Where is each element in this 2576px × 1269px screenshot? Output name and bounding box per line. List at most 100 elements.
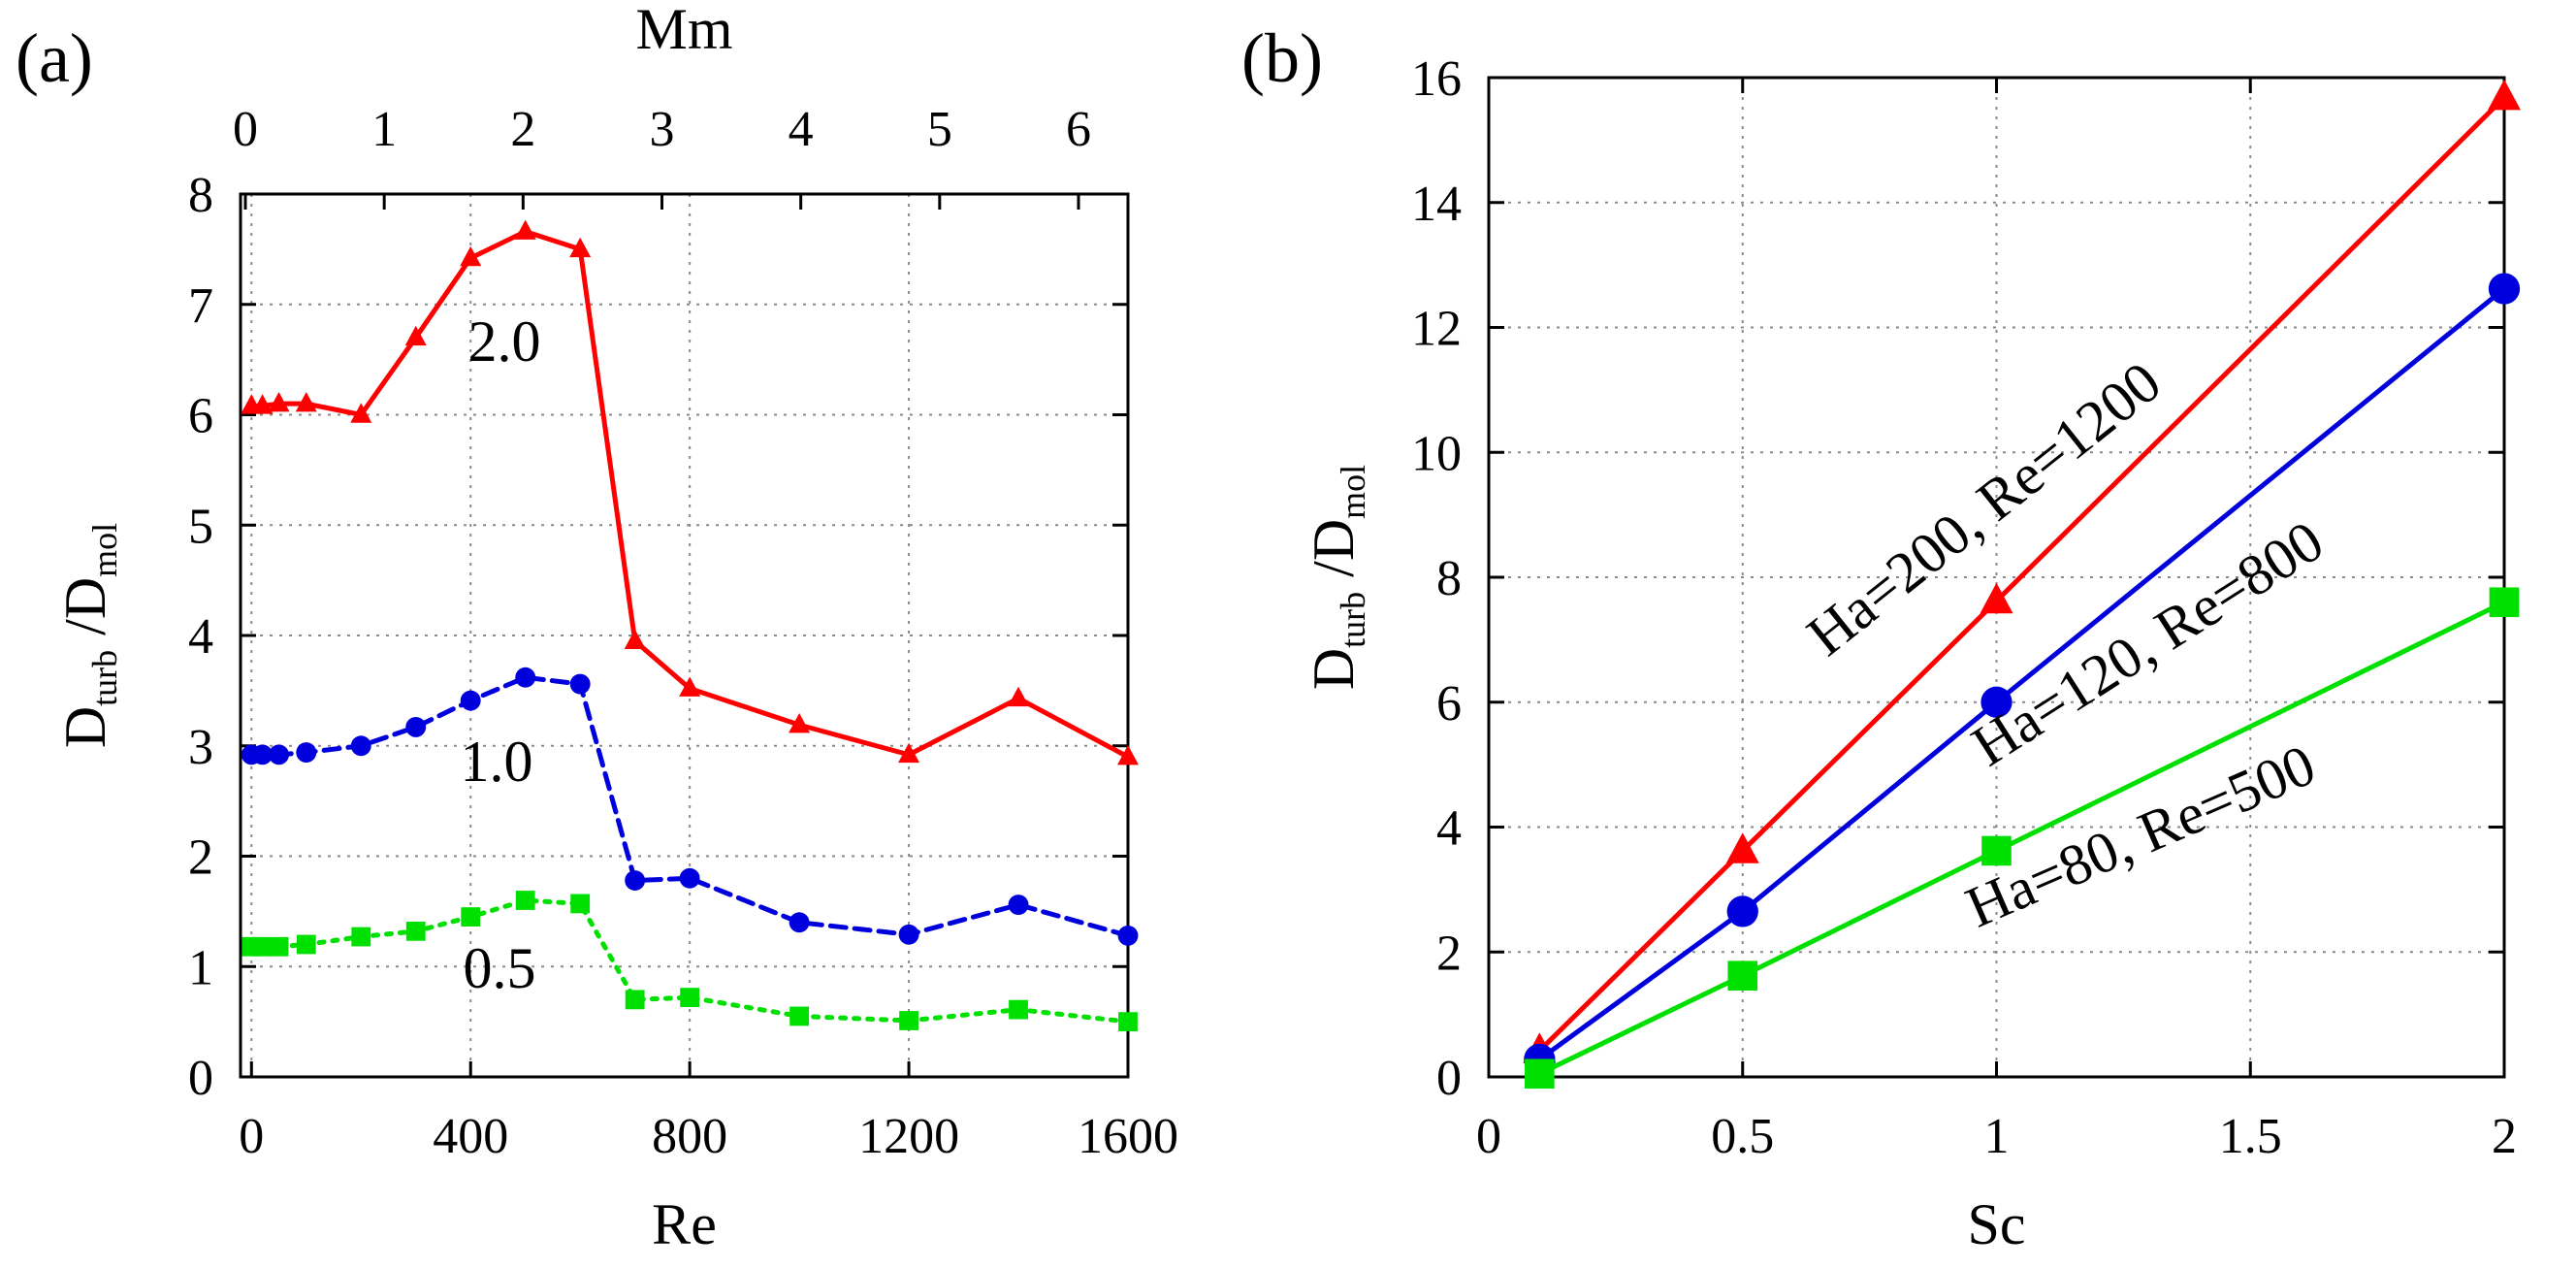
top-tick-label: 2	[510, 102, 535, 157]
top-tick-label: 3	[650, 102, 675, 157]
y-tick-label: 2	[1436, 926, 1462, 981]
data-point-circle	[569, 673, 591, 695]
top-tick-label: 5	[927, 102, 952, 157]
data-point-square	[351, 927, 371, 947]
series-annotation: 2.0	[468, 309, 541, 374]
y-axis-label: Dturb /Dmol	[1302, 465, 1372, 690]
series-annotation: Ha=200, Re=1200	[1795, 349, 2173, 667]
data-point-circle	[515, 667, 536, 688]
data-point-triangle	[460, 245, 482, 267]
data-point-triangle	[514, 219, 536, 240]
y-tick-label: 10	[1411, 426, 1462, 481]
panel-label: (b)	[1241, 19, 1323, 97]
series-green: Ha=80, Re=500	[1525, 587, 2520, 1090]
x-tick-label: 1.5	[2219, 1109, 2282, 1164]
data-point-circle	[898, 924, 919, 945]
y-tick-label: 4	[1436, 801, 1462, 857]
y-axis-label-subscript: mol	[1334, 465, 1372, 519]
data-point-triangle	[2488, 79, 2521, 111]
data-point-triangle	[679, 676, 701, 697]
data-point-triangle	[268, 392, 290, 412]
x-tick-label: 1600	[1078, 1109, 1178, 1164]
x-axis-label: Sc	[1968, 1192, 2026, 1256]
data-point-circle	[1726, 895, 1758, 927]
y-axis-label: Dturb /Dmol	[53, 523, 124, 748]
data-point-circle	[460, 690, 481, 711]
data-point-square	[2489, 587, 2520, 618]
plot-frame	[239, 192, 1130, 1079]
data-point-triangle	[898, 742, 920, 764]
y-tick-label: 7	[188, 278, 213, 334]
y-tick-label: 8	[1436, 551, 1462, 606]
series-annotation: Ha=120, Re=800	[1961, 508, 2334, 778]
data-point-square	[252, 936, 273, 957]
series-line	[248, 897, 1131, 1025]
y-tick-label: 6	[188, 389, 213, 444]
data-point-square	[789, 1006, 810, 1026]
data-point-square	[680, 988, 700, 1007]
top-axis-label: Mm	[635, 0, 732, 61]
data-point-square	[269, 936, 289, 957]
y-tick-label: 3	[188, 720, 213, 775]
series-blue: 1.0	[241, 667, 1139, 946]
series-green: 0.5	[242, 891, 1138, 1032]
data-point-square	[570, 894, 591, 914]
data-point-circle	[625, 870, 646, 891]
data-point-square	[515, 891, 535, 910]
x-tick-label: 400	[433, 1109, 508, 1164]
data-point-square	[625, 990, 645, 1010]
series-line	[1536, 95, 2507, 1054]
y-tick-label: 1	[188, 940, 213, 995]
data-point-circle	[1980, 686, 2012, 718]
data-point-triangle	[295, 392, 317, 412]
x-tick-label: 0.5	[1711, 1109, 1774, 1164]
data-point-circle	[252, 744, 274, 765]
y-tick-label: 4	[188, 609, 213, 665]
y-tick-label: 14	[1411, 177, 1462, 232]
y-axis-label-part: /D	[1302, 519, 1366, 592]
y-axis-label-subscript: turb	[1334, 592, 1372, 648]
y-tick-label: 5	[188, 499, 213, 554]
data-point-triangle	[1725, 832, 1759, 863]
data-point-square	[1525, 1058, 1555, 1090]
data-point-circle	[269, 744, 289, 765]
data-point-triangle	[251, 394, 274, 414]
data-point-circle	[1117, 925, 1139, 946]
x-tick-label: 1	[1984, 1109, 2010, 1164]
x-tick-label: 1200	[858, 1109, 959, 1164]
x-tick-label: 0	[1476, 1109, 1501, 1164]
y-tick-label: 0	[1436, 1051, 1462, 1106]
data-point-circle	[2488, 273, 2521, 305]
data-point-triangle	[1980, 582, 2013, 614]
data-point-square	[1727, 960, 1758, 992]
y-tick-label: 8	[188, 168, 213, 223]
y-axis-label-part: /D	[53, 577, 117, 650]
data-point-square	[899, 1011, 918, 1030]
series-annotation: 1.0	[461, 730, 533, 794]
data-point-triangle	[404, 325, 427, 346]
data-point-circle	[679, 867, 700, 889]
series-red: 2.0	[241, 219, 1139, 765]
series-annotation: 0.5	[464, 936, 536, 1000]
data-point-square	[461, 907, 481, 927]
top-tick-label: 6	[1066, 102, 1091, 157]
y-tick-label: 6	[1436, 676, 1462, 732]
top-tick-label: 0	[233, 102, 258, 157]
data-point-circle	[296, 742, 317, 764]
x-tick-label: 2	[2492, 1109, 2517, 1164]
y-axis-label-subscript: mol	[85, 523, 124, 577]
y-tick-label: 0	[188, 1051, 213, 1106]
data-point-square	[405, 921, 426, 941]
x-tick-label: 0	[239, 1109, 264, 1164]
y-tick-label: 16	[1411, 51, 1462, 107]
panel-b: 0 2 4 6 8 10 12 14 16 0 0.5 1 1.5 2 Sc Dturb /Dmol (b) Ha…	[1241, 19, 2521, 1256]
series-blue: Ha=120, Re=800	[1524, 273, 2521, 1076]
top-tick-label: 1	[371, 102, 397, 157]
y-tick-label: 2	[188, 830, 213, 886]
data-point-triangle	[624, 629, 646, 649]
y-axis-label-part: D	[1302, 648, 1366, 690]
y-axis-label-part: D	[53, 706, 117, 748]
data-point-circle	[405, 716, 427, 737]
data-point-square	[1009, 999, 1028, 1020]
